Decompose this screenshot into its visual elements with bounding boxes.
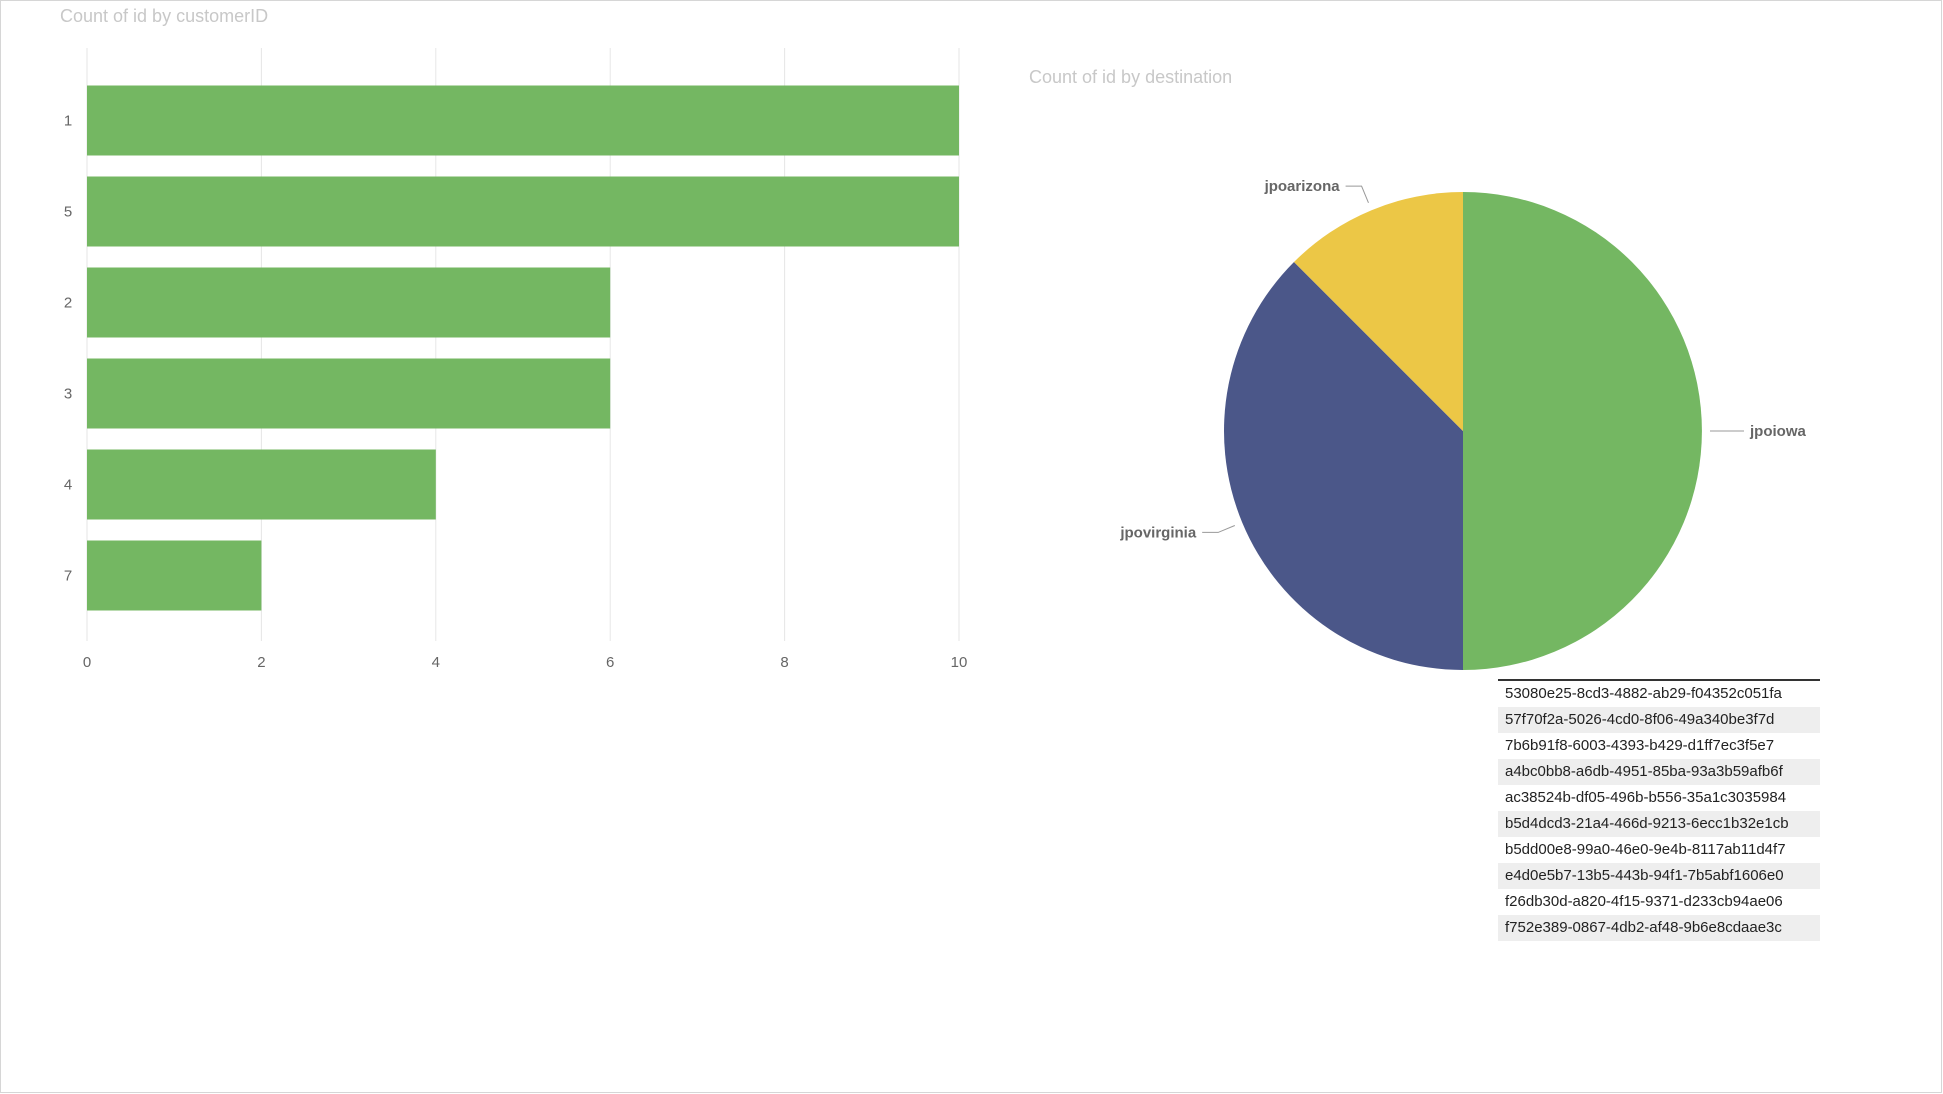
table-row[interactable]: b5dd00e8-99a0-46e0-9e4b-8117ab11d4f7 <box>1505 841 1786 858</box>
pie-slice-label: jpovirginia <box>1119 524 1197 541</box>
pie-chart[interactable]: jpoiowa jpovirginia jpoarizona <box>1041 101 1941 801</box>
table-row[interactable]: e4d0e5b7-13b5-443b-94f1-7b5abf1606e0 <box>1498 863 1820 889</box>
pie-leader-line <box>1345 185 1369 203</box>
table-row[interactable]: 53080e25-8cd3-4882-ab29-f04352c051fa <box>1505 685 1782 702</box>
pie-slice-label: jpoarizona <box>1264 178 1341 195</box>
pie-slice-jpoarizona[interactable] <box>1294 192 1463 431</box>
pie-chart-title: Count of id by destination <box>1029 67 1233 87</box>
pie-slice-label: jpoiowa <box>1749 423 1806 440</box>
bar-customer-4[interactable] <box>87 449 436 520</box>
table-row[interactable]: f752e389-0867-4db2-af48-9b6e8cdaae3c <box>1498 915 1820 941</box>
pie-slice-jpoiowa[interactable] <box>1463 192 1702 670</box>
y-category-label: 2 <box>64 295 72 312</box>
table-row[interactable]: f26db30d-a820-4f15-9371-d233cb94ae06 <box>1505 893 1783 910</box>
x-tick-label: 6 <box>606 654 614 671</box>
id-table[interactable]: 53080e25-8cd3-4882-ab29-f04352c051fa 57f7… <box>1498 679 1820 941</box>
x-tick-label: 4 <box>432 654 440 671</box>
y-category-label: 1 <box>64 113 72 130</box>
y-category-label: 5 <box>64 204 72 221</box>
table-row[interactable]: 57f70f2a-5026-4cd0-8f06-49a340be3f7d <box>1498 707 1820 733</box>
bar-customer-1[interactable] <box>87 85 959 156</box>
bar-customer-7[interactable] <box>87 540 262 611</box>
bar-chart[interactable]: 0 2 4 6 8 10 1 5 2 3 4 7 <box>1 1 1001 691</box>
bar-chart-title: Count of id by customerID <box>60 6 269 26</box>
bar-customer-3[interactable] <box>87 358 611 429</box>
table-row[interactable]: ac38524b-df05-496b-b556-35a1c3035984 <box>1505 789 1787 806</box>
x-tick-label: 2 <box>257 654 265 671</box>
table-row[interactable]: a4bc0bb8-a6db-4951-85ba-93a3b59afb6f <box>1498 759 1820 785</box>
x-tick-label: 10 <box>951 654 968 671</box>
pie-leader-line <box>1202 525 1235 533</box>
y-category-label: 4 <box>64 477 72 494</box>
x-tick-label: 8 <box>780 654 788 671</box>
bar-customer-2[interactable] <box>87 267 611 338</box>
bar-customer-5[interactable] <box>87 176 959 247</box>
y-category-label: 7 <box>64 568 72 585</box>
x-tick-label: 0 <box>83 654 91 671</box>
table-row[interactable]: b5d4dcd3-21a4-466d-9213-6ecc1b32e1cb <box>1498 811 1820 837</box>
pie-slice-jpovirginia[interactable] <box>1224 262 1463 670</box>
y-category-label: 3 <box>64 386 72 403</box>
table-row[interactable]: 7b6b91f8-6003-4393-b429-d1ff7ec3f5e7 <box>1505 737 1775 754</box>
